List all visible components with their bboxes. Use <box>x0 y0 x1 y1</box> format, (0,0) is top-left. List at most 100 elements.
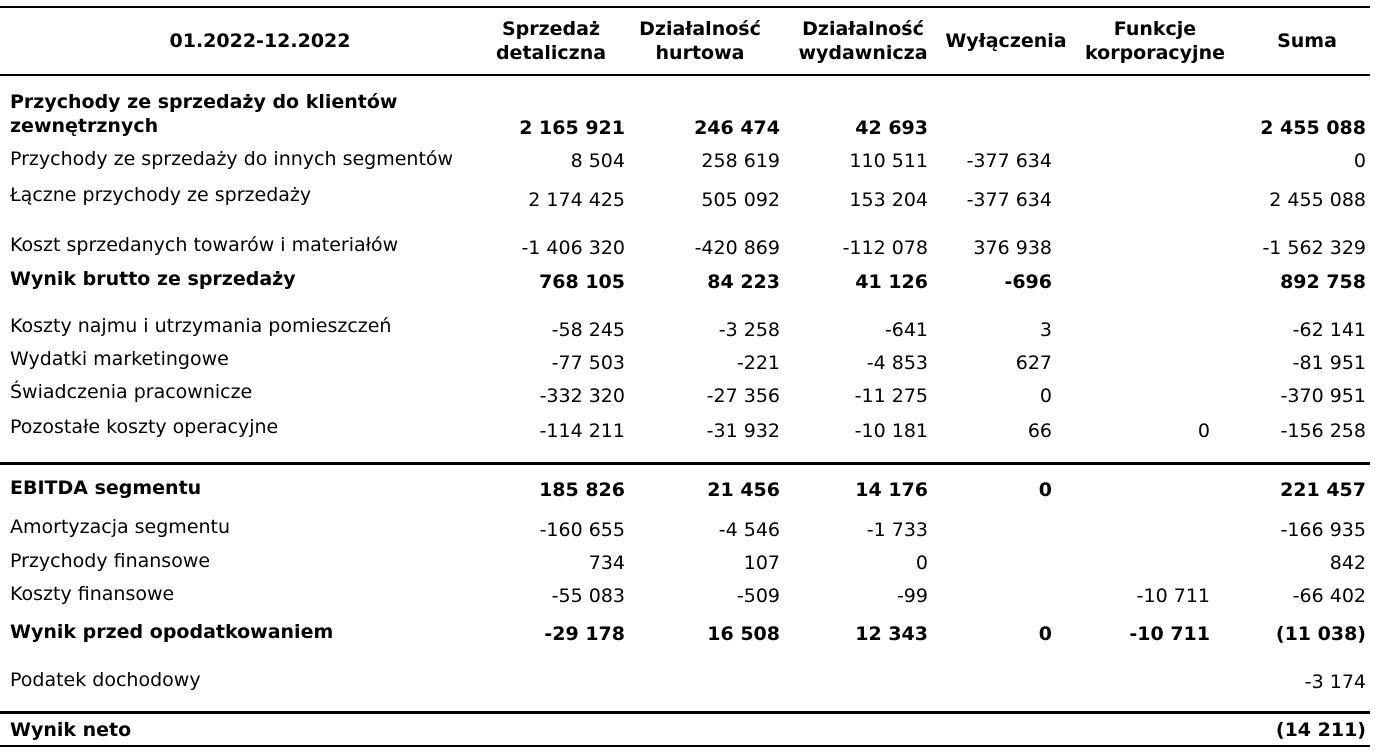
cell-value: -81 951 <box>1292 352 1366 374</box>
cell-value: 185 826 <box>539 479 625 501</box>
cell-value: -3 258 <box>718 319 780 341</box>
cell-value: 2 174 425 <box>528 189 625 211</box>
cell-value: 842 <box>1329 552 1366 574</box>
cell-value: 107 <box>743 552 780 574</box>
cell-value: 14 176 <box>855 479 928 501</box>
cell-value: 2 455 088 <box>1260 117 1366 139</box>
cell-value: 627 <box>1015 352 1052 374</box>
row-label: Koszty najmu i utrzymania pomieszczeń <box>10 315 392 337</box>
cell-value: -3 174 <box>1304 671 1366 693</box>
cell-value: 3 <box>1039 319 1052 341</box>
row-label: Przychody ze sprzedaży do klientów zewnę… <box>10 91 398 137</box>
cell-value: -332 320 <box>539 385 625 407</box>
row-label: Przychody ze sprzedaży do innych segment… <box>10 148 454 170</box>
cell-value: 892 758 <box>1280 271 1366 293</box>
cell-value: -377 634 <box>966 189 1052 211</box>
cell-value: 221 457 <box>1280 479 1366 501</box>
cell-value: -1 406 320 <box>521 237 625 259</box>
row-label: Pozostałe koszty operacyjne <box>10 416 279 438</box>
cell-value: 16 508 <box>707 623 780 645</box>
cell-value: 0 <box>1197 420 1210 442</box>
column-header: Działalność wydawnicza <box>798 18 928 64</box>
cell-value: 0 <box>915 552 928 574</box>
cell-value: -29 178 <box>544 623 625 645</box>
cell-value: -27 356 <box>706 385 780 407</box>
cell-value: 84 223 <box>707 271 780 293</box>
column-header: Wyłączenia <box>945 30 1067 52</box>
cell-value: 42 693 <box>855 117 928 139</box>
cell-value: -1 562 329 <box>1262 237 1366 259</box>
cell-value: -10 711 <box>1136 585 1210 607</box>
cell-value: -370 951 <box>1280 385 1366 407</box>
cell-value: 258 619 <box>701 150 780 172</box>
cell-value: 41 126 <box>855 271 928 293</box>
column-header: Działalność hurtowa <box>639 18 761 64</box>
cell-value: -156 258 <box>1280 420 1366 442</box>
cell-value: -377 634 <box>966 150 1052 172</box>
row-label: Wydatki marketingowe <box>10 348 229 370</box>
cell-value: 110 511 <box>849 150 928 172</box>
rule <box>0 74 1370 76</box>
cell-value: -58 245 <box>551 319 625 341</box>
cell-value: 376 938 <box>973 237 1052 259</box>
cell-value: -11 275 <box>854 385 928 407</box>
cell-value: 153 204 <box>849 189 928 211</box>
cell-value: -31 932 <box>706 420 780 442</box>
cell-value: -10 711 <box>1129 623 1210 645</box>
row-label: Koszty finansowe <box>10 583 175 605</box>
cell-value: -62 141 <box>1292 319 1366 341</box>
cell-value: -641 <box>884 319 928 341</box>
cell-value: -420 869 <box>694 237 780 259</box>
cell-value: -99 <box>896 585 928 607</box>
period-header: 01.2022-12.2022 <box>169 30 351 52</box>
cell-value: (11 038) <box>1275 623 1366 645</box>
cell-value: (14 211) <box>1275 719 1366 741</box>
row-label: Świadczenia pracownicze <box>10 381 253 403</box>
column-header: Funkcje korporacyjne <box>1085 18 1225 64</box>
cell-value: 0 <box>1038 623 1052 645</box>
cell-value: 21 456 <box>707 479 780 501</box>
cell-value: 8 504 <box>570 150 625 172</box>
rule <box>0 745 1370 747</box>
rule <box>0 711 1370 714</box>
rule <box>0 6 1370 8</box>
cell-value: -10 181 <box>854 420 928 442</box>
cell-value: -66 402 <box>1292 585 1366 607</box>
row-label: Wynik przed opodatkowaniem <box>10 621 334 643</box>
row-label: Przychody finansowe <box>10 550 211 572</box>
row-label: EBITDA segmentu <box>10 477 202 499</box>
column-header: Sprzedaż detaliczna <box>495 18 607 64</box>
cell-value: -696 <box>1004 271 1052 293</box>
cell-value: -4 546 <box>718 519 780 541</box>
cell-value: -4 853 <box>866 352 928 374</box>
rule <box>0 462 1370 465</box>
cell-value: 2 455 088 <box>1269 189 1366 211</box>
row-label: Podatek dochodowy <box>10 669 201 691</box>
cell-value: -55 083 <box>551 585 625 607</box>
cell-value: -166 935 <box>1280 519 1366 541</box>
cell-value: 734 <box>588 552 625 574</box>
column-header: Suma <box>1277 30 1337 52</box>
cell-value: 12 343 <box>855 623 928 645</box>
cell-value: 246 474 <box>694 117 780 139</box>
row-label: Koszt sprzedanych towarów i materiałów <box>10 234 399 256</box>
cell-value: 505 092 <box>701 189 780 211</box>
row-label: Wynik brutto ze sprzedaży <box>10 268 296 290</box>
cell-value: 0 <box>1353 150 1366 172</box>
cell-value: 0 <box>1038 479 1052 501</box>
cell-value: -77 503 <box>551 352 625 374</box>
cell-value: 66 <box>1027 420 1052 442</box>
cell-value: -112 078 <box>842 237 928 259</box>
row-label: Wynik neto <box>10 719 132 741</box>
row-label: Łączne przychody ze sprzedaży <box>10 184 312 206</box>
cell-value: 0 <box>1039 385 1052 407</box>
cell-value: -509 <box>736 585 780 607</box>
cell-value: 768 105 <box>539 271 625 293</box>
cell-value: -114 211 <box>539 420 625 442</box>
cell-value: -1 733 <box>866 519 928 541</box>
cell-value: -160 655 <box>539 519 625 541</box>
cell-value: 2 165 921 <box>519 117 625 139</box>
cell-value: -221 <box>736 352 780 374</box>
row-label: Amortyzacja segmentu <box>10 516 231 538</box>
